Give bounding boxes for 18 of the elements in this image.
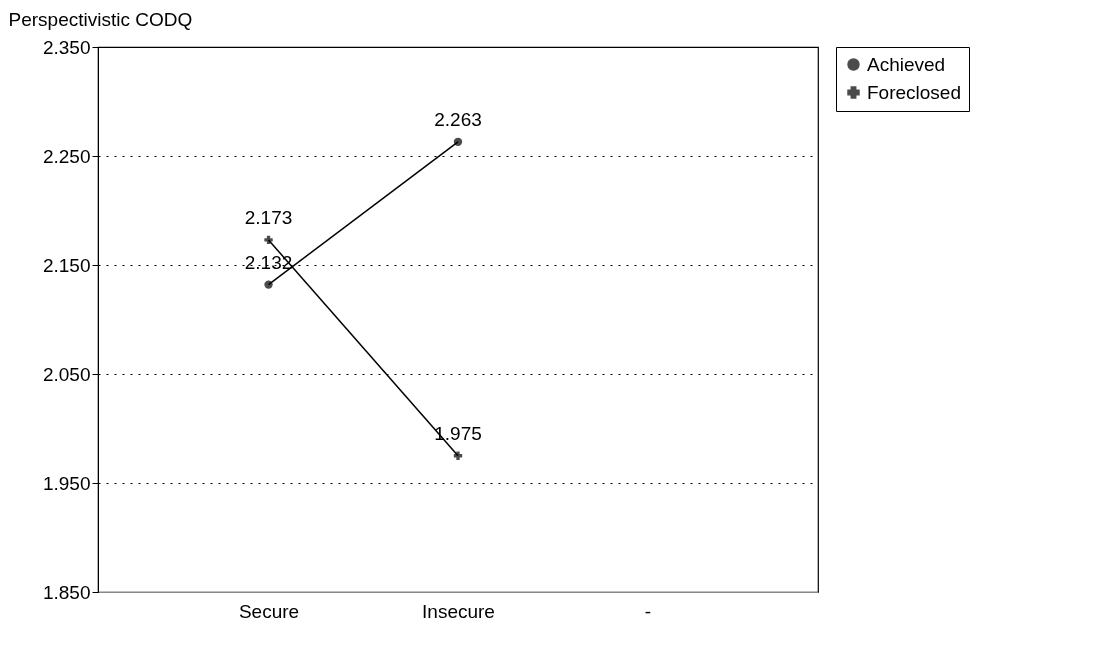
y-tick-label: 2.150 bbox=[42, 254, 91, 276]
y-tick-label: 1.850 bbox=[42, 581, 91, 603]
x-tick-label: Insecure bbox=[422, 600, 495, 622]
y-axis-title: Perspectivistic CODQ bbox=[8, 8, 193, 30]
data-label: 2.263 bbox=[434, 108, 482, 130]
x-tick-label: - bbox=[644, 600, 652, 622]
point bbox=[453, 451, 463, 460]
point bbox=[264, 280, 273, 289]
y-tick-label: 2.050 bbox=[42, 363, 91, 385]
y-tick-label: 2.250 bbox=[42, 145, 91, 167]
x-tick-label: Secure bbox=[238, 600, 300, 622]
data-label: 2.173 bbox=[244, 206, 293, 228]
legend-label: Foreclosed bbox=[867, 81, 961, 103]
y-tick-label: 2.350 bbox=[42, 36, 91, 58]
point bbox=[453, 137, 463, 146]
legend-label: Achieved bbox=[867, 53, 946, 75]
y-tick-label: 1.950 bbox=[42, 472, 91, 494]
point bbox=[264, 235, 273, 245]
